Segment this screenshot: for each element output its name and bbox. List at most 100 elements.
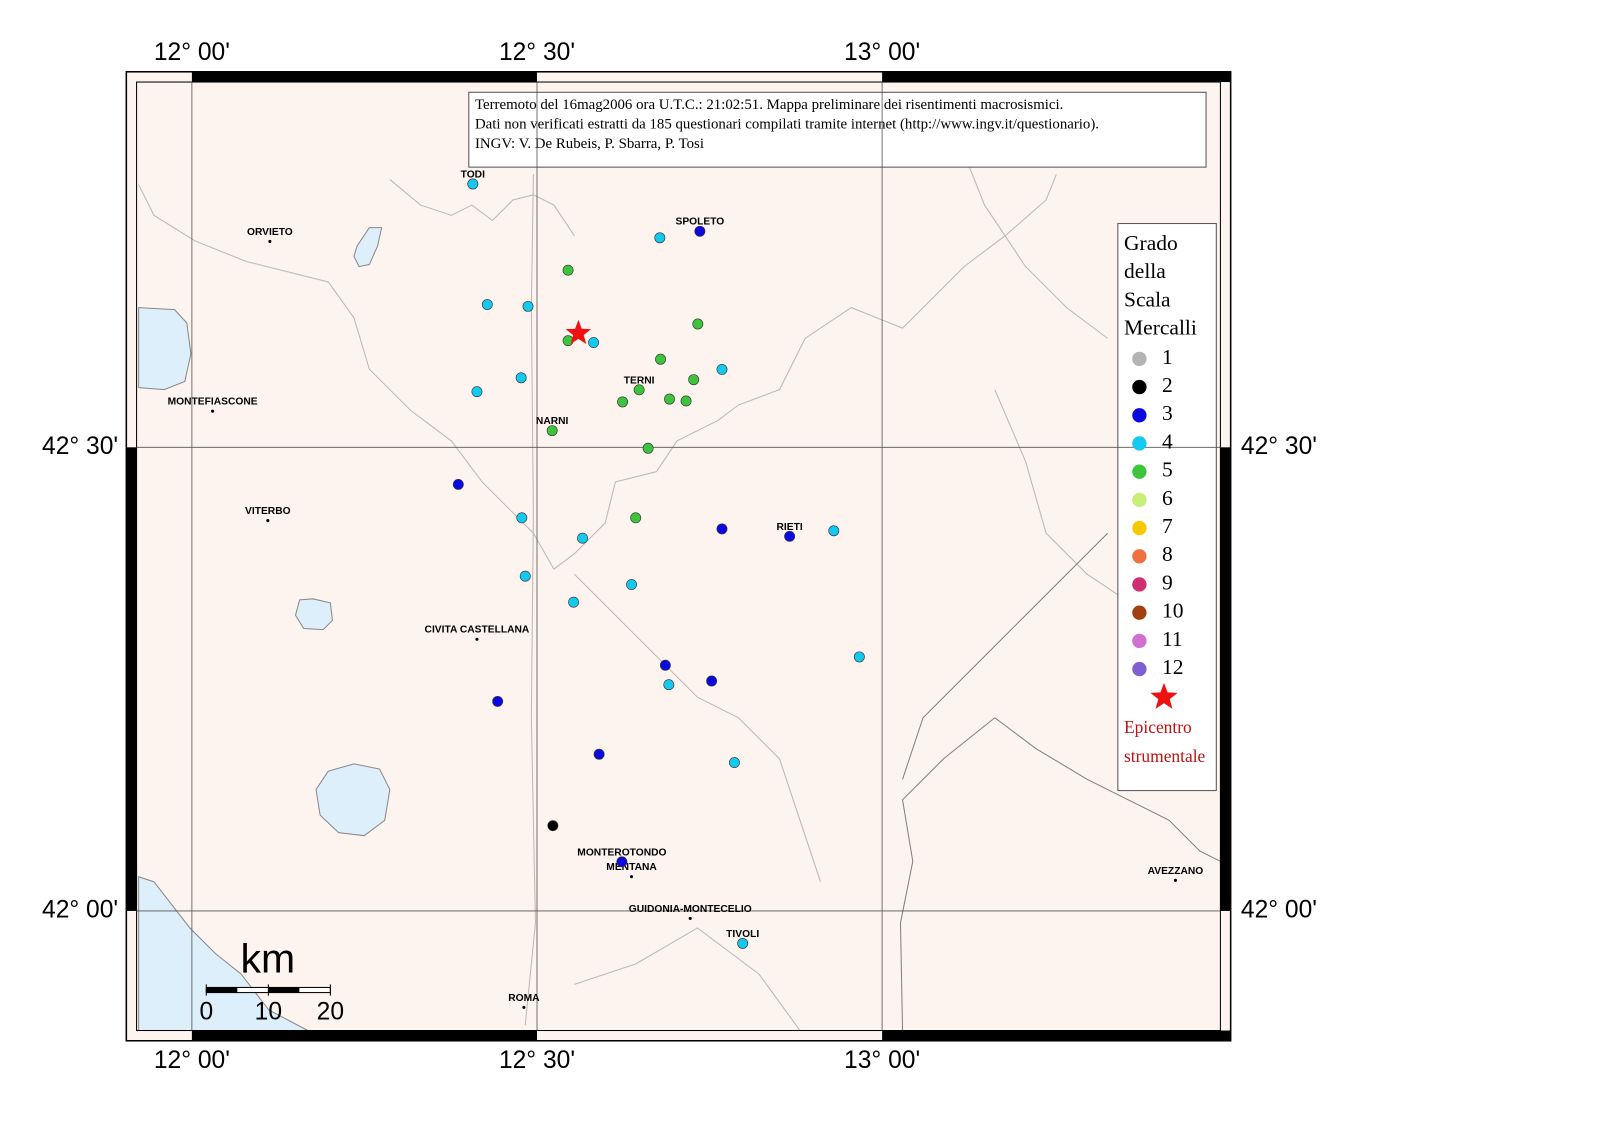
legend-label: 5 — [1162, 458, 1173, 482]
intensity-point — [519, 570, 531, 582]
scale-label: 20 — [317, 999, 344, 1026]
intensity-point — [588, 337, 600, 348]
x-tick-label: 12° 00' — [154, 39, 230, 66]
intensity-point — [492, 695, 504, 707]
legend-label: 12 — [1162, 655, 1184, 679]
city-dot — [475, 637, 479, 641]
intensity-point — [664, 393, 675, 405]
legend-label: 3 — [1162, 401, 1173, 425]
y-tick-label: 42° 30' — [42, 433, 118, 460]
city-label: ROMA — [508, 993, 540, 1004]
legend-swatch — [1132, 605, 1147, 620]
city-label: TIVOLI — [726, 929, 759, 940]
intensity-point — [617, 396, 629, 408]
border-bar — [882, 71, 1231, 83]
city-label: TERNI — [624, 375, 655, 386]
intensity-point — [716, 523, 728, 535]
intensity-point — [577, 532, 588, 544]
border-bar — [191, 71, 537, 83]
header-box — [468, 91, 1207, 168]
legend-swatch — [1132, 549, 1147, 564]
city-label: TODI — [461, 169, 485, 180]
legend-label: 1 — [1162, 345, 1173, 369]
x-tick-label: 13° 00' — [844, 1047, 920, 1074]
header-line: Terremoto del 16mag2006 ora U.T.C.: 21:0… — [475, 97, 1063, 113]
x-tick-label: 13° 00' — [844, 39, 920, 66]
intensity-point — [471, 386, 483, 398]
legend-swatch — [1132, 520, 1147, 536]
city-label: VITERBO — [245, 506, 291, 517]
legend-swatch — [1132, 577, 1147, 592]
intensity-point — [481, 299, 493, 310]
legend-swatch — [1132, 379, 1147, 395]
intensity-point — [828, 525, 840, 537]
legend-swatch — [1132, 464, 1147, 479]
intensity-point — [654, 232, 666, 244]
intensity-point — [737, 937, 749, 949]
intensity-point — [642, 442, 654, 454]
legend-epicenter-label: strumentale — [1124, 746, 1206, 766]
border-bar — [126, 447, 137, 911]
intensity-point — [716, 363, 728, 375]
city-dot — [268, 239, 272, 244]
intensity-point — [593, 748, 605, 760]
city-label: RIETI — [777, 522, 803, 533]
intensity-point — [853, 651, 865, 663]
legend-swatch — [1132, 661, 1147, 677]
scale-segment — [268, 987, 300, 993]
intensity-point — [546, 425, 558, 437]
intensity-point — [515, 372, 527, 384]
legend-title: della — [1124, 259, 1166, 283]
legend-label: 6 — [1162, 486, 1173, 510]
intensity-point — [467, 178, 479, 190]
scale-label: 10 — [255, 999, 282, 1026]
intensity-point — [562, 264, 574, 276]
x-tick-label: 12° 00' — [154, 1047, 230, 1074]
epicenter — [565, 319, 592, 345]
city-dot — [630, 875, 634, 879]
intensity-point — [568, 596, 580, 608]
legend-label: 2 — [1162, 373, 1173, 397]
intensity-point — [706, 675, 718, 687]
city-dot — [522, 1005, 526, 1009]
legend-label: 7 — [1162, 514, 1173, 538]
border-bar — [191, 1030, 537, 1041]
y-tick-label: 42° 00' — [42, 896, 118, 923]
city-label: GUIDONIA-MONTECELIO — [629, 904, 752, 915]
intensity-point — [616, 856, 628, 868]
legend-label: 8 — [1162, 542, 1173, 566]
city-dot — [266, 519, 270, 523]
intensity-point — [663, 679, 675, 691]
intensity-point — [626, 579, 637, 590]
intensity-point — [522, 300, 534, 312]
header-line: Dati non verificati estratti da 185 ques… — [475, 117, 1099, 133]
legend-swatch — [1132, 492, 1147, 508]
city-label: MENTANA — [606, 862, 657, 873]
legend-label: 4 — [1162, 429, 1173, 453]
intensity-point — [692, 318, 704, 330]
legend-epicenter — [1150, 682, 1178, 709]
scale-unit: km — [240, 936, 295, 982]
city-label: SPOLETO — [675, 217, 724, 228]
city-dot — [211, 409, 215, 413]
intensity-point — [452, 478, 464, 490]
y-tick-label: 42° 00' — [1241, 896, 1317, 923]
legend-swatch — [1132, 436, 1147, 451]
border-bar — [1220, 447, 1231, 911]
intensity-point — [655, 353, 666, 365]
legend-title: Mercalli — [1124, 316, 1197, 340]
scale-segment — [206, 987, 238, 993]
city-label: AVEZZANO — [1148, 866, 1204, 877]
legend-label: 9 — [1162, 570, 1173, 594]
legend-title: Grado — [1124, 231, 1178, 255]
border-bar — [882, 1030, 1231, 1041]
city-label: MONTEROTONDO — [577, 847, 666, 858]
city-label: ORVIETO — [247, 227, 293, 238]
intensity-point — [784, 530, 796, 542]
x-tick-label: 12° 30' — [499, 39, 575, 66]
intensity-point — [680, 395, 692, 407]
city-dot — [688, 916, 692, 920]
intensity-point — [633, 384, 645, 396]
